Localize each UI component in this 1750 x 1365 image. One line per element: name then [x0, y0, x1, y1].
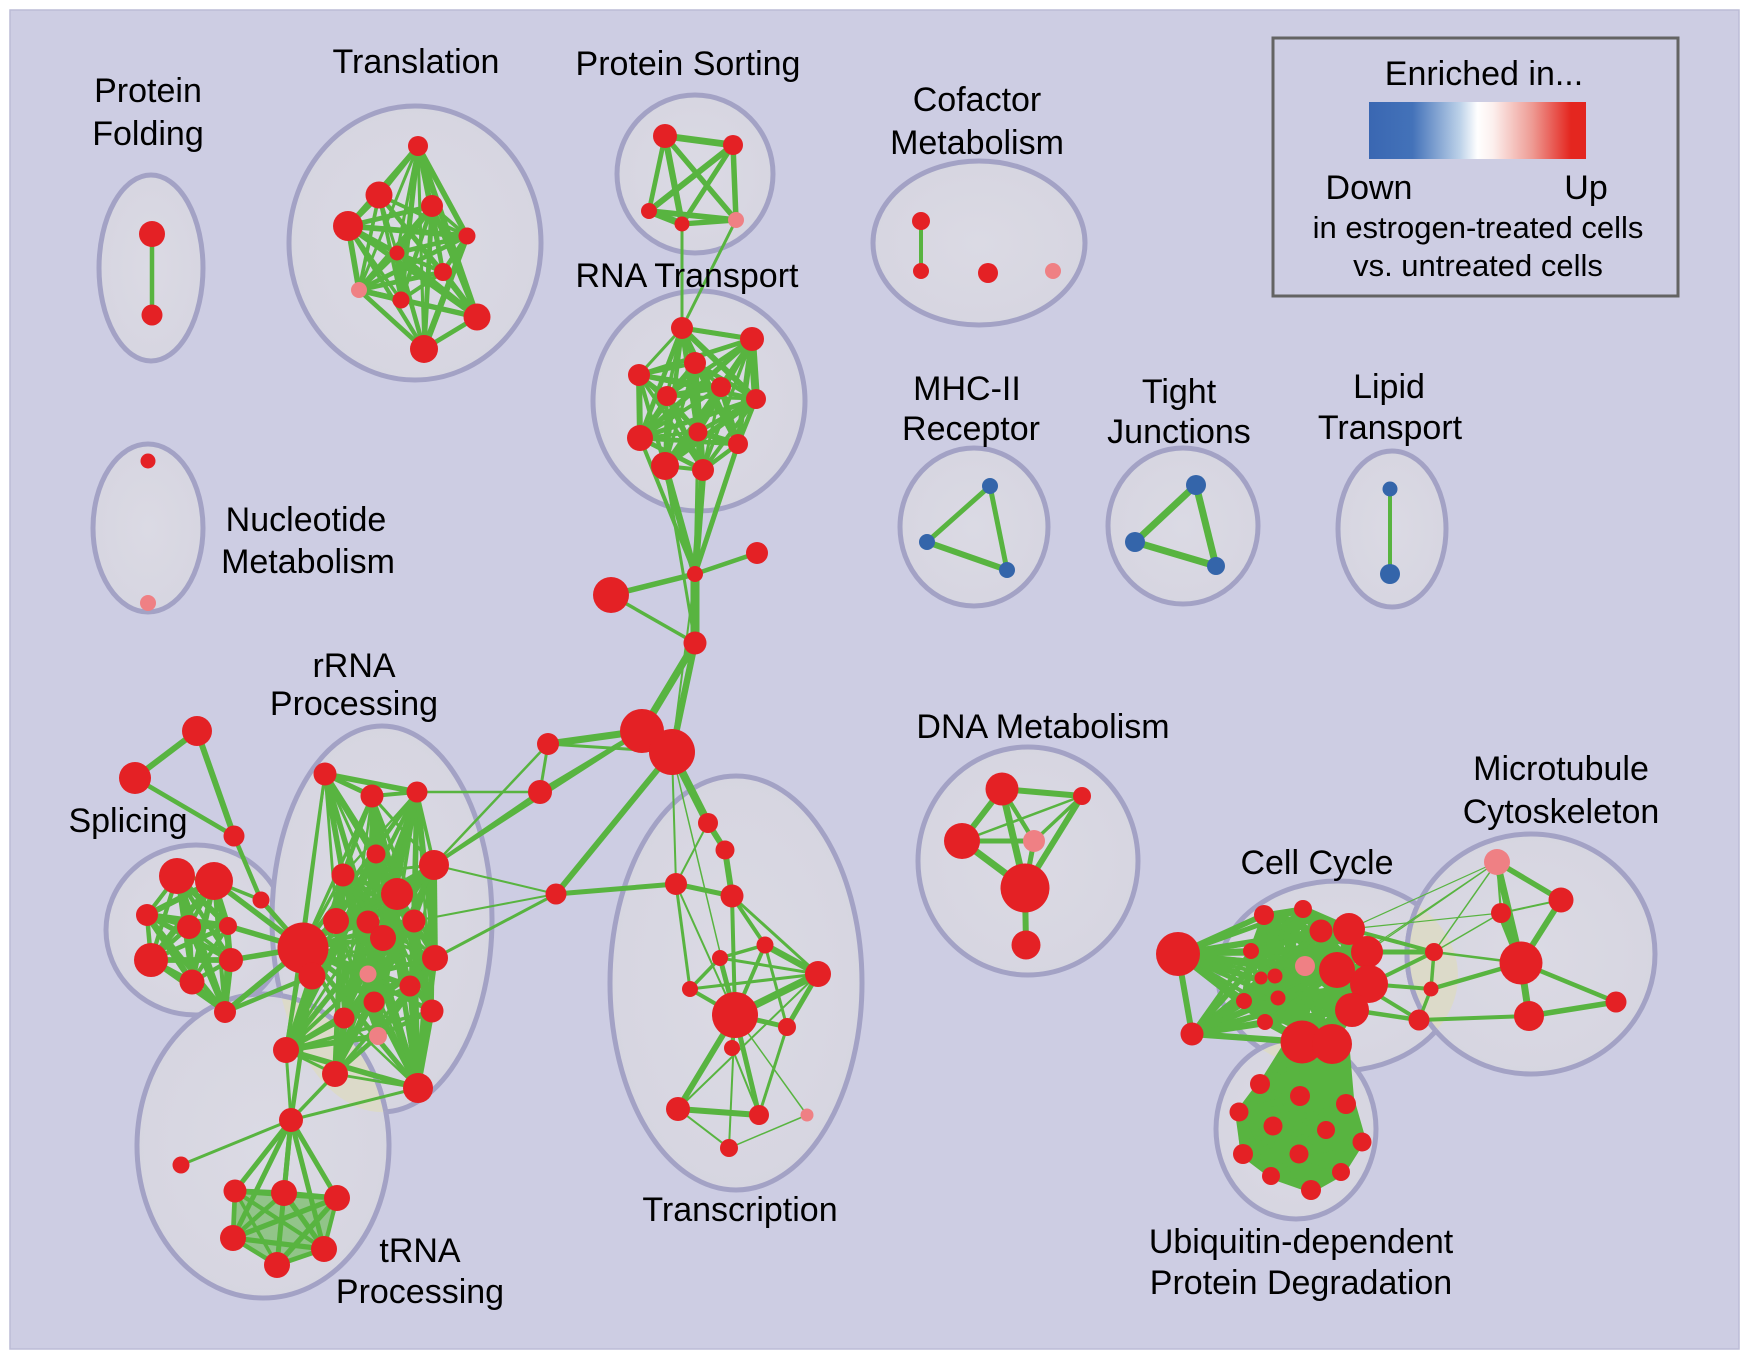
svg-text:Splicing: Splicing: [68, 802, 187, 840]
svg-text:Cell Cycle: Cell Cycle: [1240, 844, 1393, 882]
svg-text:Cofactor: Cofactor: [913, 81, 1042, 119]
svg-text:Protein: Protein: [94, 72, 202, 110]
svg-text:Processing: Processing: [270, 685, 438, 723]
svg-text:Ubiquitin-dependent: Ubiquitin-dependent: [1149, 1223, 1454, 1261]
svg-text:DNA Metabolism: DNA Metabolism: [916, 708, 1169, 746]
svg-text:Translation: Translation: [333, 43, 500, 81]
svg-text:in estrogen-treated cells: in estrogen-treated cells: [1313, 210, 1644, 245]
svg-text:tRNA: tRNA: [379, 1232, 461, 1270]
svg-text:Junctions: Junctions: [1107, 413, 1251, 451]
svg-text:Receptor: Receptor: [902, 410, 1040, 448]
svg-text:Nucleotide: Nucleotide: [226, 501, 387, 539]
svg-text:Folding: Folding: [92, 115, 204, 153]
svg-text:Metabolism: Metabolism: [890, 124, 1064, 162]
svg-text:vs. untreated cells: vs. untreated cells: [1353, 248, 1603, 283]
svg-text:Tight: Tight: [1142, 373, 1217, 411]
svg-text:rRNA: rRNA: [312, 647, 395, 685]
svg-text:RNA Transport: RNA Transport: [576, 257, 800, 295]
svg-text:Transport: Transport: [1318, 409, 1463, 447]
svg-text:Cytoskeleton: Cytoskeleton: [1463, 793, 1660, 831]
svg-text:Down: Down: [1326, 169, 1413, 207]
svg-text:MHC-II: MHC-II: [913, 370, 1021, 408]
svg-text:Protein Degradation: Protein Degradation: [1150, 1264, 1452, 1302]
svg-text:Enriched in...: Enriched in...: [1385, 55, 1583, 93]
svg-text:Transcription: Transcription: [642, 1191, 837, 1229]
svg-text:Metabolism: Metabolism: [221, 543, 395, 581]
svg-text:Microtubule: Microtubule: [1473, 750, 1649, 788]
svg-text:Processing: Processing: [336, 1273, 504, 1311]
svg-text:Protein Sorting: Protein Sorting: [576, 45, 801, 83]
svg-text:Up: Up: [1564, 169, 1607, 207]
svg-text:Lipid: Lipid: [1353, 368, 1425, 406]
